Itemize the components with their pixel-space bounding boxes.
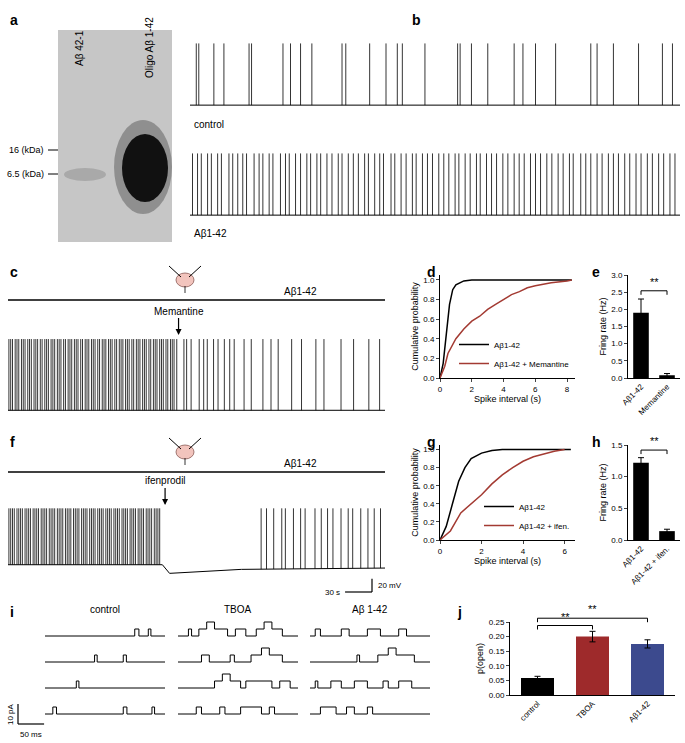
svg-text:i: i [10,604,14,620]
svg-text:0.25: 0.25 [489,618,505,627]
svg-text:1.0: 1.0 [611,339,623,348]
svg-text:Aβ1-42: Aβ1-42 [194,228,227,239]
svg-text:0.5: 0.5 [611,504,623,513]
svg-text:2.0: 2.0 [611,305,623,314]
svg-text:Aβ1-42: Aβ1-42 [621,382,646,407]
svg-text:0.6: 0.6 [423,315,435,324]
svg-text:Aβ 42-1: Aβ 42-1 [74,30,85,66]
svg-text:Aβ1-42: Aβ1-42 [284,286,317,297]
svg-text:Fring rate (Hz): Fring rate (Hz) [598,463,608,521]
svg-text:0.2: 0.2 [423,354,435,363]
svg-text:0.10: 0.10 [489,662,505,671]
svg-text:2.5: 2.5 [611,288,623,297]
svg-text:control: control [194,119,224,130]
svg-text:d: d [427,264,436,280]
svg-text:p(open): p(open) [475,643,485,674]
svg-text:0.4: 0.4 [423,500,435,509]
svg-text:**: ** [650,435,659,447]
svg-text:1.0: 1.0 [423,445,435,454]
svg-text:0.0: 0.0 [611,536,623,545]
svg-text:Aβ1-42: Aβ1-42 [284,458,317,469]
svg-text:Aβ1-42: Aβ1-42 [519,503,546,512]
svg-text:6.5 (kDa): 6.5 (kDa) [7,169,44,179]
svg-text:2: 2 [470,385,475,394]
svg-text:3.0: 3.0 [611,271,623,280]
svg-text:Aβ1-42 + ifen.: Aβ1-42 + ifen. [629,544,671,586]
svg-text:Aβ1-42: Aβ1-42 [627,699,652,724]
svg-text:b: b [412,12,421,28]
svg-text:Aβ1-42 + ifen.: Aβ1-42 + ifen. [519,522,569,531]
svg-text:f: f [10,434,15,450]
svg-text:0: 0 [438,547,443,556]
svg-text:0.8: 0.8 [423,463,435,472]
svg-text:4: 4 [521,547,526,556]
svg-text:2: 2 [479,547,484,556]
svg-text:1.0: 1.0 [611,472,623,481]
svg-text:e: e [592,264,600,280]
svg-text:0.5: 0.5 [611,357,623,366]
svg-text:20 mV: 20 mV [378,581,402,590]
svg-text:1.5: 1.5 [611,322,623,331]
svg-text:0.00: 0.00 [489,691,505,700]
svg-text:j: j [457,604,462,620]
svg-text:control: control [90,604,120,615]
svg-text:0.15: 0.15 [489,647,505,656]
svg-text:10 pA: 10 pA [6,703,15,725]
svg-text:Aβ1-42 + Memantine: Aβ1-42 + Memantine [494,360,569,369]
svg-text:1.0: 1.0 [423,276,435,285]
svg-text:1.5: 1.5 [611,441,623,450]
svg-text:Fring rate (Hz): Fring rate (Hz) [598,297,608,355]
svg-text:6: 6 [562,547,567,556]
svg-text:Cumulative probability: Cumulative probability [410,282,420,371]
svg-text:0.4: 0.4 [423,335,435,344]
svg-text:Aβ1-42: Aβ1-42 [621,544,646,569]
svg-text:g: g [427,434,436,450]
svg-text:0.05: 0.05 [489,676,505,685]
svg-text:0.2: 0.2 [423,518,435,527]
svg-text:h: h [592,434,601,450]
svg-text:Spike interval (s): Spike interval (s) [474,556,541,566]
svg-text:0: 0 [438,385,443,394]
svg-text:ifenprodil: ifenprodil [145,475,186,486]
svg-text:**: ** [588,603,597,615]
svg-text:30 s: 30 s [325,588,340,597]
svg-text:50 ms: 50 ms [20,730,42,739]
svg-text:TBOA: TBOA [575,699,597,721]
svg-text:c: c [10,264,18,280]
svg-text:4: 4 [501,385,506,394]
svg-text:TBOA: TBOA [224,604,252,615]
svg-text:0.0: 0.0 [423,536,435,545]
svg-text:control: control [518,699,542,723]
svg-text:0.6: 0.6 [423,482,435,491]
svg-text:16 (kDa): 16 (kDa) [9,145,44,155]
svg-text:Aβ1-42: Aβ1-42 [494,341,521,350]
svg-text:6: 6 [533,385,538,394]
svg-text:0.0: 0.0 [423,374,435,383]
svg-text:a: a [10,12,18,28]
svg-text:**: ** [650,276,659,288]
svg-text:0.20: 0.20 [489,632,505,641]
svg-text:Memantine: Memantine [637,382,672,417]
svg-text:Spike interval (s): Spike interval (s) [474,394,541,404]
svg-text:0.8: 0.8 [423,295,435,304]
svg-text:Aβ 1-42: Aβ 1-42 [352,604,388,615]
svg-text:**: ** [561,611,570,623]
svg-text:8: 8 [565,385,570,394]
svg-text:Oligo Aβ 1-42: Oligo Aβ 1-42 [144,17,155,78]
svg-text:Memantine: Memantine [154,306,204,317]
svg-text:Cumulative probability: Cumulative probability [410,448,420,537]
svg-text:0.0: 0.0 [611,374,623,383]
